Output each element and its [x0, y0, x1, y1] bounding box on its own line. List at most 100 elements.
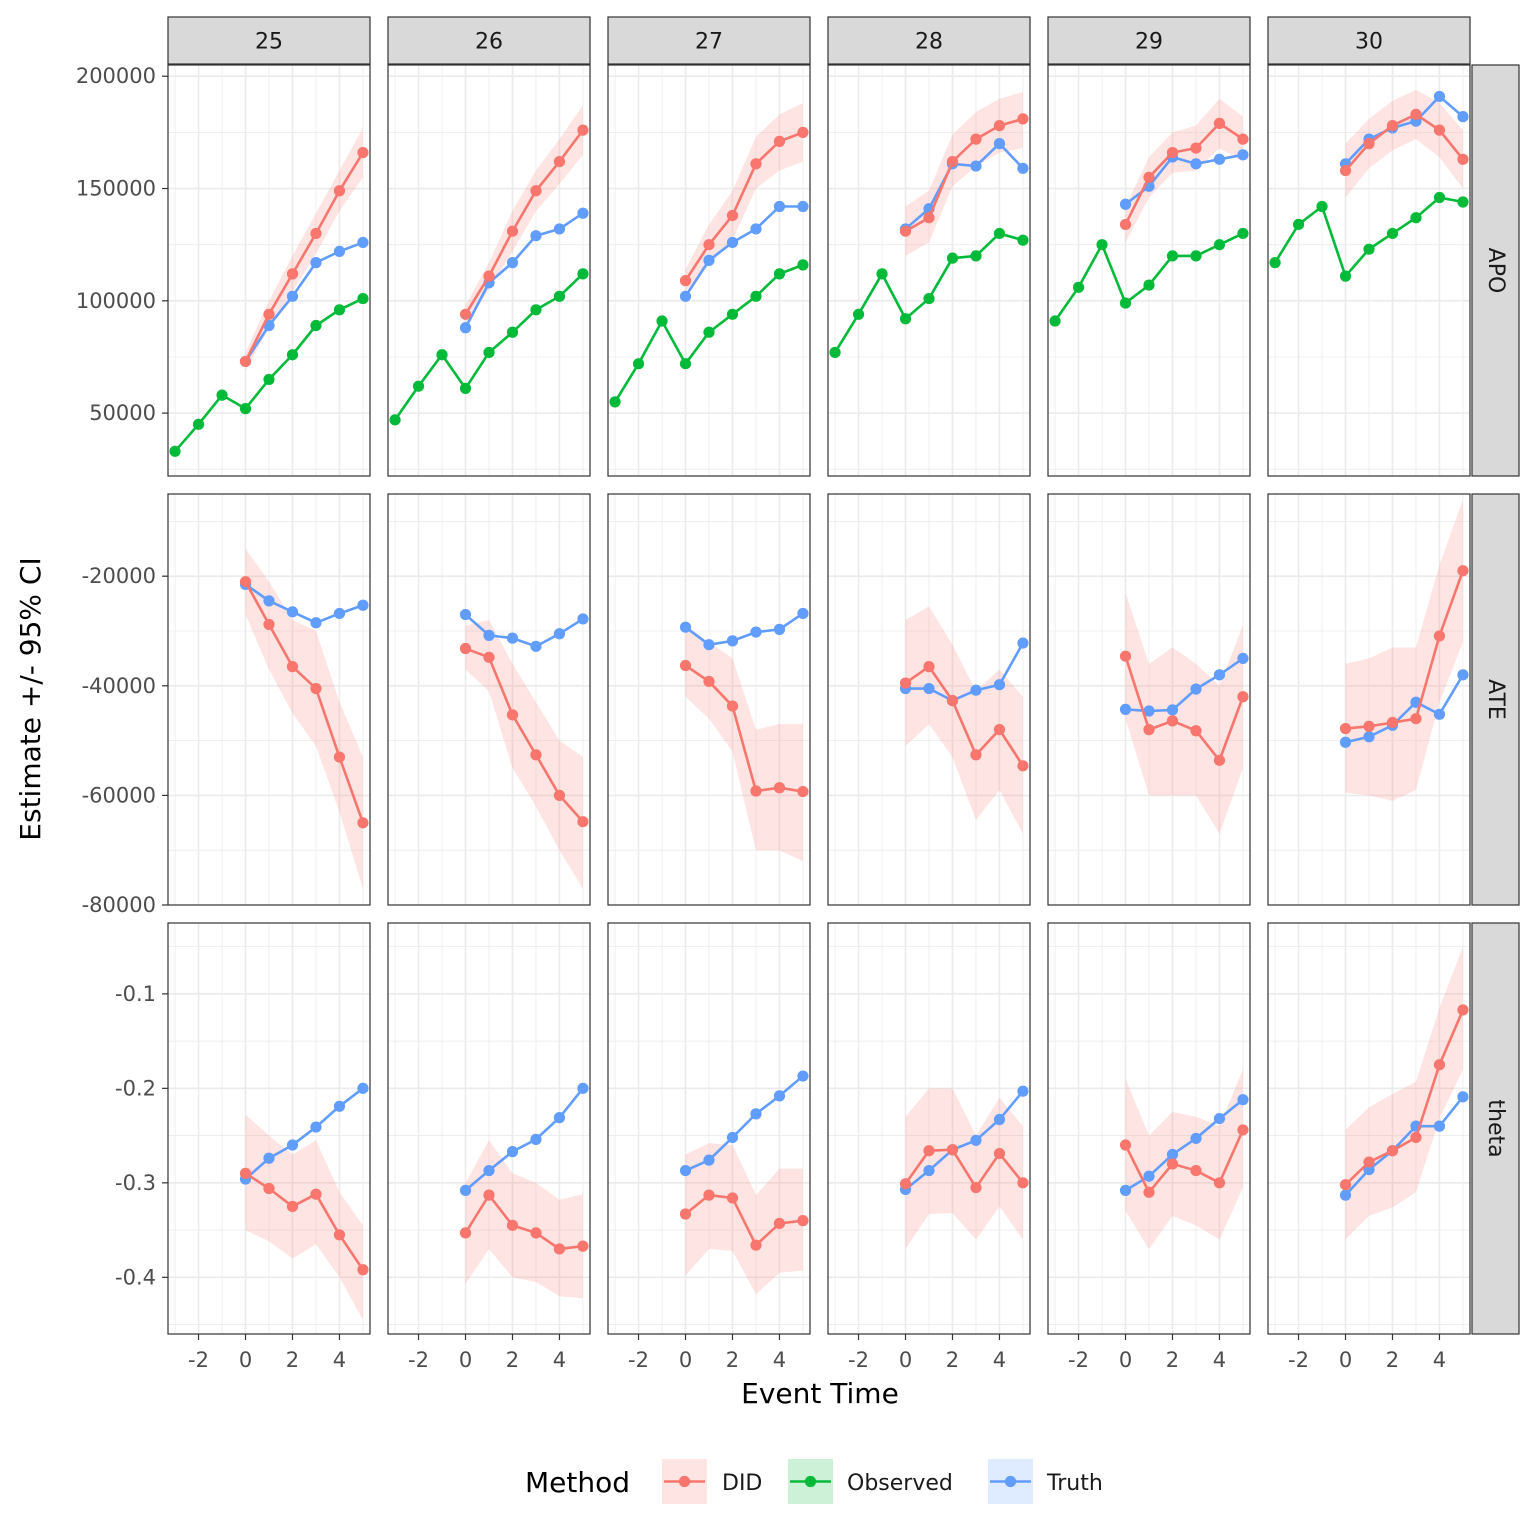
column-strip-label: 26 [475, 30, 503, 55]
did-confidence-band [1125, 98, 1243, 243]
truth-point [1017, 637, 1029, 649]
observed-point [483, 346, 495, 359]
observed-point [286, 349, 299, 361]
x-tick-label: 2 [946, 1348, 959, 1372]
did-point [1410, 1131, 1422, 1144]
truth-point [310, 257, 322, 269]
truth-point [679, 621, 692, 633]
did-point [899, 1178, 912, 1190]
panel-border [387, 922, 591, 1335]
observed-point [412, 380, 425, 392]
did-confidence-band [465, 620, 583, 889]
panels-layer [167, 64, 1471, 1335]
truth-point [1190, 158, 1202, 170]
did-point [577, 124, 589, 136]
did-point [286, 661, 299, 673]
did-point [530, 185, 542, 197]
x-tick-label: 0 [239, 1348, 252, 1372]
did-point [1237, 691, 1249, 703]
did-confidence-band [1125, 1069, 1243, 1249]
did-point [797, 785, 809, 798]
did-point [263, 308, 275, 320]
panel-border [1047, 922, 1251, 1335]
did-confidence-band [1125, 592, 1243, 834]
column-strip-label: 28 [915, 30, 943, 55]
observed-point [333, 304, 346, 316]
observed-point [1190, 250, 1202, 262]
truth-point [1213, 153, 1226, 165]
truth-point [1166, 704, 1179, 716]
observed-point [609, 396, 621, 408]
observed-point [993, 227, 1006, 240]
panel-border [1047, 64, 1251, 477]
did-point [1363, 1156, 1375, 1168]
observed-point [1363, 243, 1375, 255]
truth-point [483, 1164, 495, 1177]
did-point [239, 355, 252, 368]
legend-label: DID [722, 1471, 762, 1496]
did-point [1386, 1145, 1399, 1157]
did-point [1119, 218, 1132, 231]
observed-point [169, 445, 181, 457]
did-point [1410, 713, 1422, 725]
column-strip [607, 16, 811, 65]
did-point [946, 155, 959, 168]
truth-point [679, 1164, 692, 1177]
truth-point [773, 1090, 786, 1102]
legend-key-point [804, 1475, 817, 1488]
observed-point [970, 250, 982, 262]
x-axis-title: Event Time [741, 1377, 899, 1410]
truth-point [1457, 111, 1469, 123]
panel-border [827, 64, 1031, 477]
did-point [1017, 760, 1029, 772]
truth-point [333, 1100, 346, 1112]
did-point [923, 1145, 935, 1157]
truth-point [310, 617, 322, 629]
truth-point [553, 223, 566, 235]
truth-point [553, 628, 566, 640]
truth-point [750, 626, 762, 638]
did-point [1410, 108, 1422, 121]
legend-items: DID Observed Truth [662, 1459, 1103, 1504]
truth-point [506, 1146, 519, 1158]
did-point [1213, 117, 1226, 129]
facet-panel [387, 922, 591, 1335]
truth-point [797, 1070, 809, 1082]
did-point [1237, 1124, 1249, 1136]
observed-point [946, 252, 959, 264]
did-point [239, 1167, 252, 1179]
observed-point [530, 304, 542, 316]
column-strip [827, 16, 1031, 65]
truth-point [357, 1082, 369, 1094]
observed-point [632, 358, 645, 370]
panel-border [387, 493, 591, 906]
truth-point [1017, 162, 1029, 174]
truth-point [577, 207, 589, 219]
did-point [286, 268, 299, 280]
x-tick-label: 0 [899, 1348, 912, 1372]
observed-point [1410, 212, 1422, 224]
did-point [263, 1182, 275, 1195]
did-point [506, 1219, 519, 1231]
did-point [726, 700, 739, 712]
facet-panel [607, 64, 811, 477]
did-point [357, 146, 369, 159]
did-point [530, 749, 542, 761]
truth-point [577, 1082, 589, 1094]
did-point [1457, 565, 1469, 577]
did-point [1166, 715, 1179, 727]
x-tick-label: 2 [1386, 1348, 1399, 1372]
observed-point [1049, 315, 1061, 327]
truth-point [970, 160, 982, 172]
observed-point [750, 290, 762, 302]
y-tick-label: 50000 [89, 401, 156, 425]
facet-panel [1047, 922, 1251, 1335]
panel-border [607, 493, 811, 906]
y-tick-label: 150000 [76, 177, 156, 201]
row-strip [1471, 493, 1520, 906]
truth-point [1433, 90, 1446, 103]
did-point [923, 661, 935, 673]
truth-point [1237, 149, 1249, 161]
did-series-line [244, 151, 365, 363]
column-strip-label: 27 [695, 30, 723, 55]
